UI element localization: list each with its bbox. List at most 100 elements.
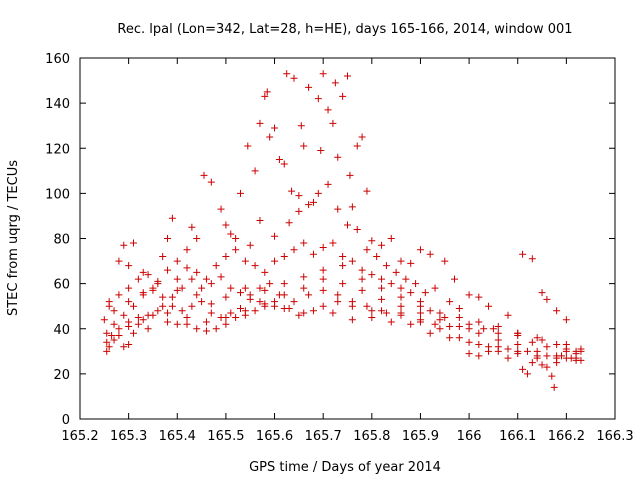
data-point <box>110 336 118 344</box>
data-point <box>188 223 196 231</box>
data-point <box>285 219 293 227</box>
data-point <box>178 284 186 292</box>
data-point <box>431 284 439 292</box>
data-point <box>455 313 463 321</box>
data-point <box>271 124 279 132</box>
data-point <box>572 354 580 362</box>
data-point <box>261 286 269 294</box>
data-point <box>368 271 376 279</box>
data-point <box>297 122 305 130</box>
data-point <box>421 289 429 297</box>
data-point <box>110 307 118 315</box>
data-point <box>115 291 123 299</box>
data-point <box>475 352 483 360</box>
data-point <box>266 280 274 288</box>
data-point <box>436 316 444 324</box>
data-point <box>173 320 181 328</box>
data-point <box>280 160 288 168</box>
data-point <box>232 313 240 321</box>
x-tick-label: 166 <box>457 429 482 444</box>
data-point <box>334 153 342 161</box>
data-point <box>368 307 376 315</box>
data-point <box>266 133 274 141</box>
data-point <box>105 343 113 351</box>
data-point <box>295 192 303 200</box>
data-point <box>514 341 522 349</box>
data-point <box>572 347 580 355</box>
data-point <box>387 235 395 242</box>
data-point <box>382 262 390 270</box>
data-point <box>416 302 424 310</box>
data-point <box>378 295 386 303</box>
data-point <box>436 309 444 317</box>
data-point <box>280 304 288 312</box>
data-point <box>553 359 561 367</box>
data-point <box>485 347 493 355</box>
data-point <box>251 167 259 175</box>
data-point <box>436 325 444 333</box>
data-point <box>168 214 176 222</box>
data-point <box>412 280 420 288</box>
data-point <box>446 298 454 306</box>
data-point <box>363 246 371 254</box>
data-point <box>183 313 191 321</box>
data-point <box>280 291 288 299</box>
data-point <box>339 253 347 261</box>
data-point <box>207 178 215 186</box>
data-point <box>212 325 220 333</box>
data-point <box>426 307 434 315</box>
data-point <box>280 253 288 261</box>
data-point <box>261 268 269 276</box>
data-point <box>305 83 313 91</box>
data-point <box>149 286 157 294</box>
data-point <box>125 262 133 270</box>
data-point <box>319 266 327 274</box>
data-point <box>159 302 167 310</box>
data-point <box>105 298 113 306</box>
data-point <box>339 92 347 100</box>
data-point <box>475 329 483 337</box>
y-tick-label: 80 <box>53 233 70 248</box>
data-point <box>485 302 493 310</box>
x-tick-label: 165.3 <box>110 429 147 444</box>
data-point <box>348 203 356 211</box>
data-point <box>504 354 512 362</box>
data-point <box>256 298 264 306</box>
data-point <box>577 345 585 353</box>
data-point <box>543 295 551 303</box>
data-point <box>202 318 210 326</box>
data-point <box>115 332 123 340</box>
data-point <box>519 250 527 258</box>
data-point <box>193 235 201 242</box>
data-point <box>207 280 215 288</box>
data-point <box>120 241 128 249</box>
data-point <box>446 322 454 330</box>
data-point <box>198 284 206 292</box>
data-point <box>387 318 395 326</box>
data-point <box>144 325 152 333</box>
data-point <box>329 119 337 127</box>
data-point <box>465 320 473 328</box>
data-point <box>353 225 361 233</box>
data-point <box>407 289 415 297</box>
data-point <box>475 293 483 301</box>
data-point <box>237 289 244 297</box>
data-point <box>193 268 201 276</box>
data-point <box>314 95 322 103</box>
data-point <box>241 307 249 315</box>
data-point <box>538 289 546 297</box>
data-point <box>244 142 252 150</box>
data-point <box>125 322 133 330</box>
data-point <box>227 284 235 292</box>
data-point <box>543 363 551 371</box>
data-point <box>344 72 351 80</box>
data-point <box>305 291 313 299</box>
data-point <box>319 275 327 283</box>
data-point <box>378 284 386 292</box>
y-tick-label: 40 <box>53 323 70 338</box>
y-tick-label: 100 <box>45 187 70 202</box>
data-point <box>271 232 279 240</box>
data-point <box>154 277 162 285</box>
data-point <box>125 341 133 349</box>
